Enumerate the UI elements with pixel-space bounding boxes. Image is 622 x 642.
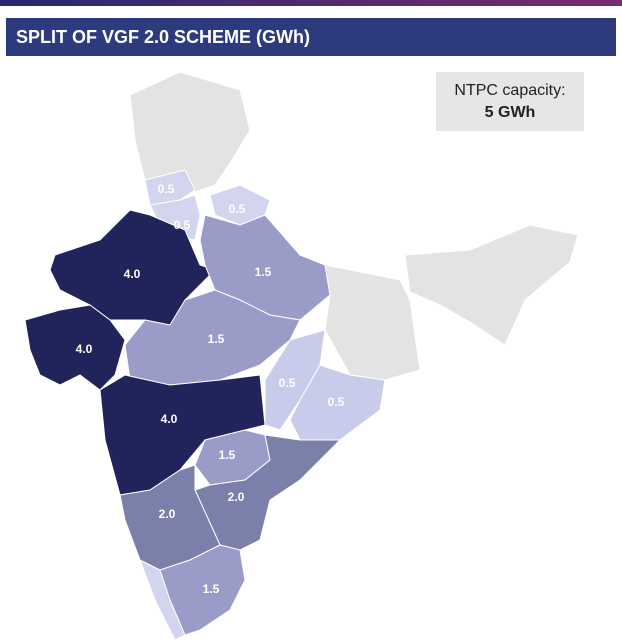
- title: SPLIT OF VGF 2.0 SCHEME (GWh): [16, 27, 311, 47]
- region-label: 1.5: [255, 265, 272, 279]
- top-bar: [0, 0, 622, 6]
- region-label: 0.5: [158, 182, 175, 196]
- region-label: 2.0: [228, 490, 245, 504]
- region-label: 0.5: [174, 218, 191, 232]
- region-label: 4.0: [161, 412, 178, 426]
- regions: [24, 169, 386, 636]
- gujarat: [24, 304, 126, 391]
- east-region: [324, 264, 421, 381]
- region-label: 4.0: [76, 342, 93, 356]
- note-value: 5 GWh: [484, 104, 536, 121]
- region-label: 0.5: [229, 202, 246, 216]
- north-region: [129, 71, 251, 193]
- region-label: 0.5: [328, 395, 345, 409]
- region-label: 2.0: [159, 507, 176, 521]
- labels: 0.5 0.5 0.5 4.0 1.5 4.0 1.5 0.5 0.5 4.0 1.5 2.0 2.0 1…: [76, 182, 345, 596]
- punjab: [144, 169, 196, 206]
- region-label: 4.0: [124, 267, 141, 281]
- region-label: 1.5: [219, 448, 236, 462]
- odisha: [289, 364, 386, 441]
- tamil-nadu: [159, 544, 246, 636]
- region-label: 1.5: [208, 332, 225, 346]
- region-label: 0.5: [279, 376, 296, 390]
- map: 0.5 0.5 0.5 4.0 1.5 4.0 1.5 0.5 0.5 4.0 1.5 2.0 2.0 1…: [24, 71, 579, 641]
- region-label: 1.5: [203, 582, 220, 596]
- rajasthan: [49, 209, 216, 326]
- northeast-region: [404, 224, 579, 346]
- chhattisgarh: [264, 329, 326, 431]
- note-line: NTPC capacity:: [454, 82, 566, 99]
- note-box: NTPC capacity: 5 GWh: [436, 72, 584, 131]
- title-bar: SPLIT OF VGF 2.0 SCHEME (GWh): [6, 18, 616, 56]
